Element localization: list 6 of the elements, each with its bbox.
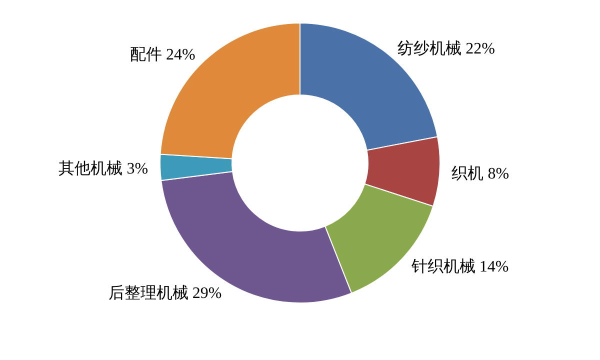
slice-label: 织机	[452, 164, 484, 182]
slice-label: 配件	[130, 46, 162, 64]
slice-label: 后整理机械	[108, 284, 188, 302]
slice-label: 针织机械	[410, 258, 476, 276]
slice-label: 纺纱机械	[398, 39, 462, 58]
slice-label: 其他机械	[58, 160, 123, 178]
